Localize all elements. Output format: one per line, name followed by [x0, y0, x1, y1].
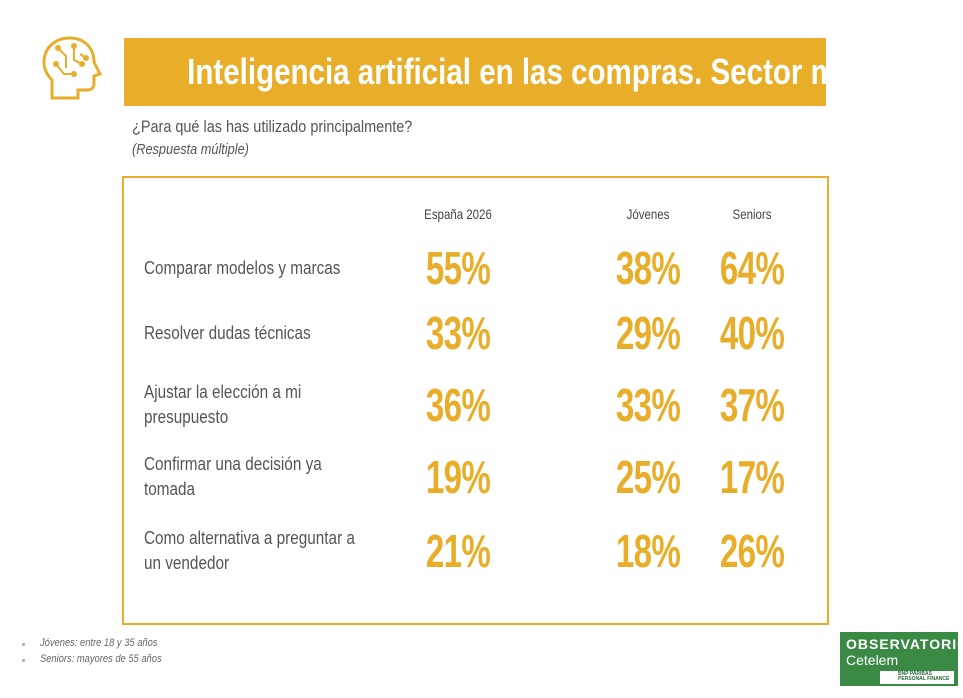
row-label: Confirmar una decisión ya tomada	[144, 454, 322, 499]
logo-brand: OBSERVATORIO	[846, 636, 963, 652]
value: 36%	[425, 379, 491, 431]
row-label: Comparar modelos y marcas	[144, 257, 341, 278]
logo-partner: BNP PARIBAS PERSONAL FINANCE	[898, 671, 950, 682]
table-frame	[122, 176, 829, 625]
note: (Respuesta múltiple)	[132, 141, 249, 158]
value: 29%	[615, 307, 681, 359]
logo-sub: Cetelem	[846, 652, 899, 668]
value: 55%	[425, 242, 491, 294]
value: 19%	[425, 451, 491, 503]
value: 17%	[719, 451, 785, 503]
value: 64%	[719, 242, 785, 294]
bullet	[22, 659, 25, 662]
value: 33%	[425, 307, 491, 359]
value: 38%	[615, 242, 681, 294]
value: 25%	[615, 451, 681, 503]
value: 33%	[615, 379, 681, 431]
value: 18%	[615, 525, 681, 577]
bullet	[22, 643, 25, 646]
footnote: Jóvenes: entre 18 y 35 años	[40, 637, 158, 649]
footnote: Seniors: mayores de 55 años	[40, 653, 162, 665]
value: 21%	[425, 525, 491, 577]
value: 37%	[719, 379, 785, 431]
title: Inteligencia artificial en las compras. …	[187, 51, 895, 92]
column-header: Jóvenes	[626, 206, 670, 222]
value: 40%	[719, 307, 785, 359]
row-label: Ajustar la elección a mi presupuesto	[144, 382, 302, 427]
row-label: Como alternativa a preguntar a un vended…	[144, 528, 355, 573]
row-label: Resolver dudas técnicas	[144, 322, 311, 343]
title-bar	[124, 38, 826, 106]
column-header: Seniors	[732, 206, 772, 222]
logo: OBSERVATORIO Cetelem BNP PARIBAS PERSONA…	[840, 632, 963, 686]
column-header: España 2026	[424, 206, 492, 222]
question: ¿Para qué las has utilizado principalmen…	[132, 117, 413, 136]
ai-head-icon	[42, 36, 103, 100]
value: 26%	[719, 525, 785, 577]
